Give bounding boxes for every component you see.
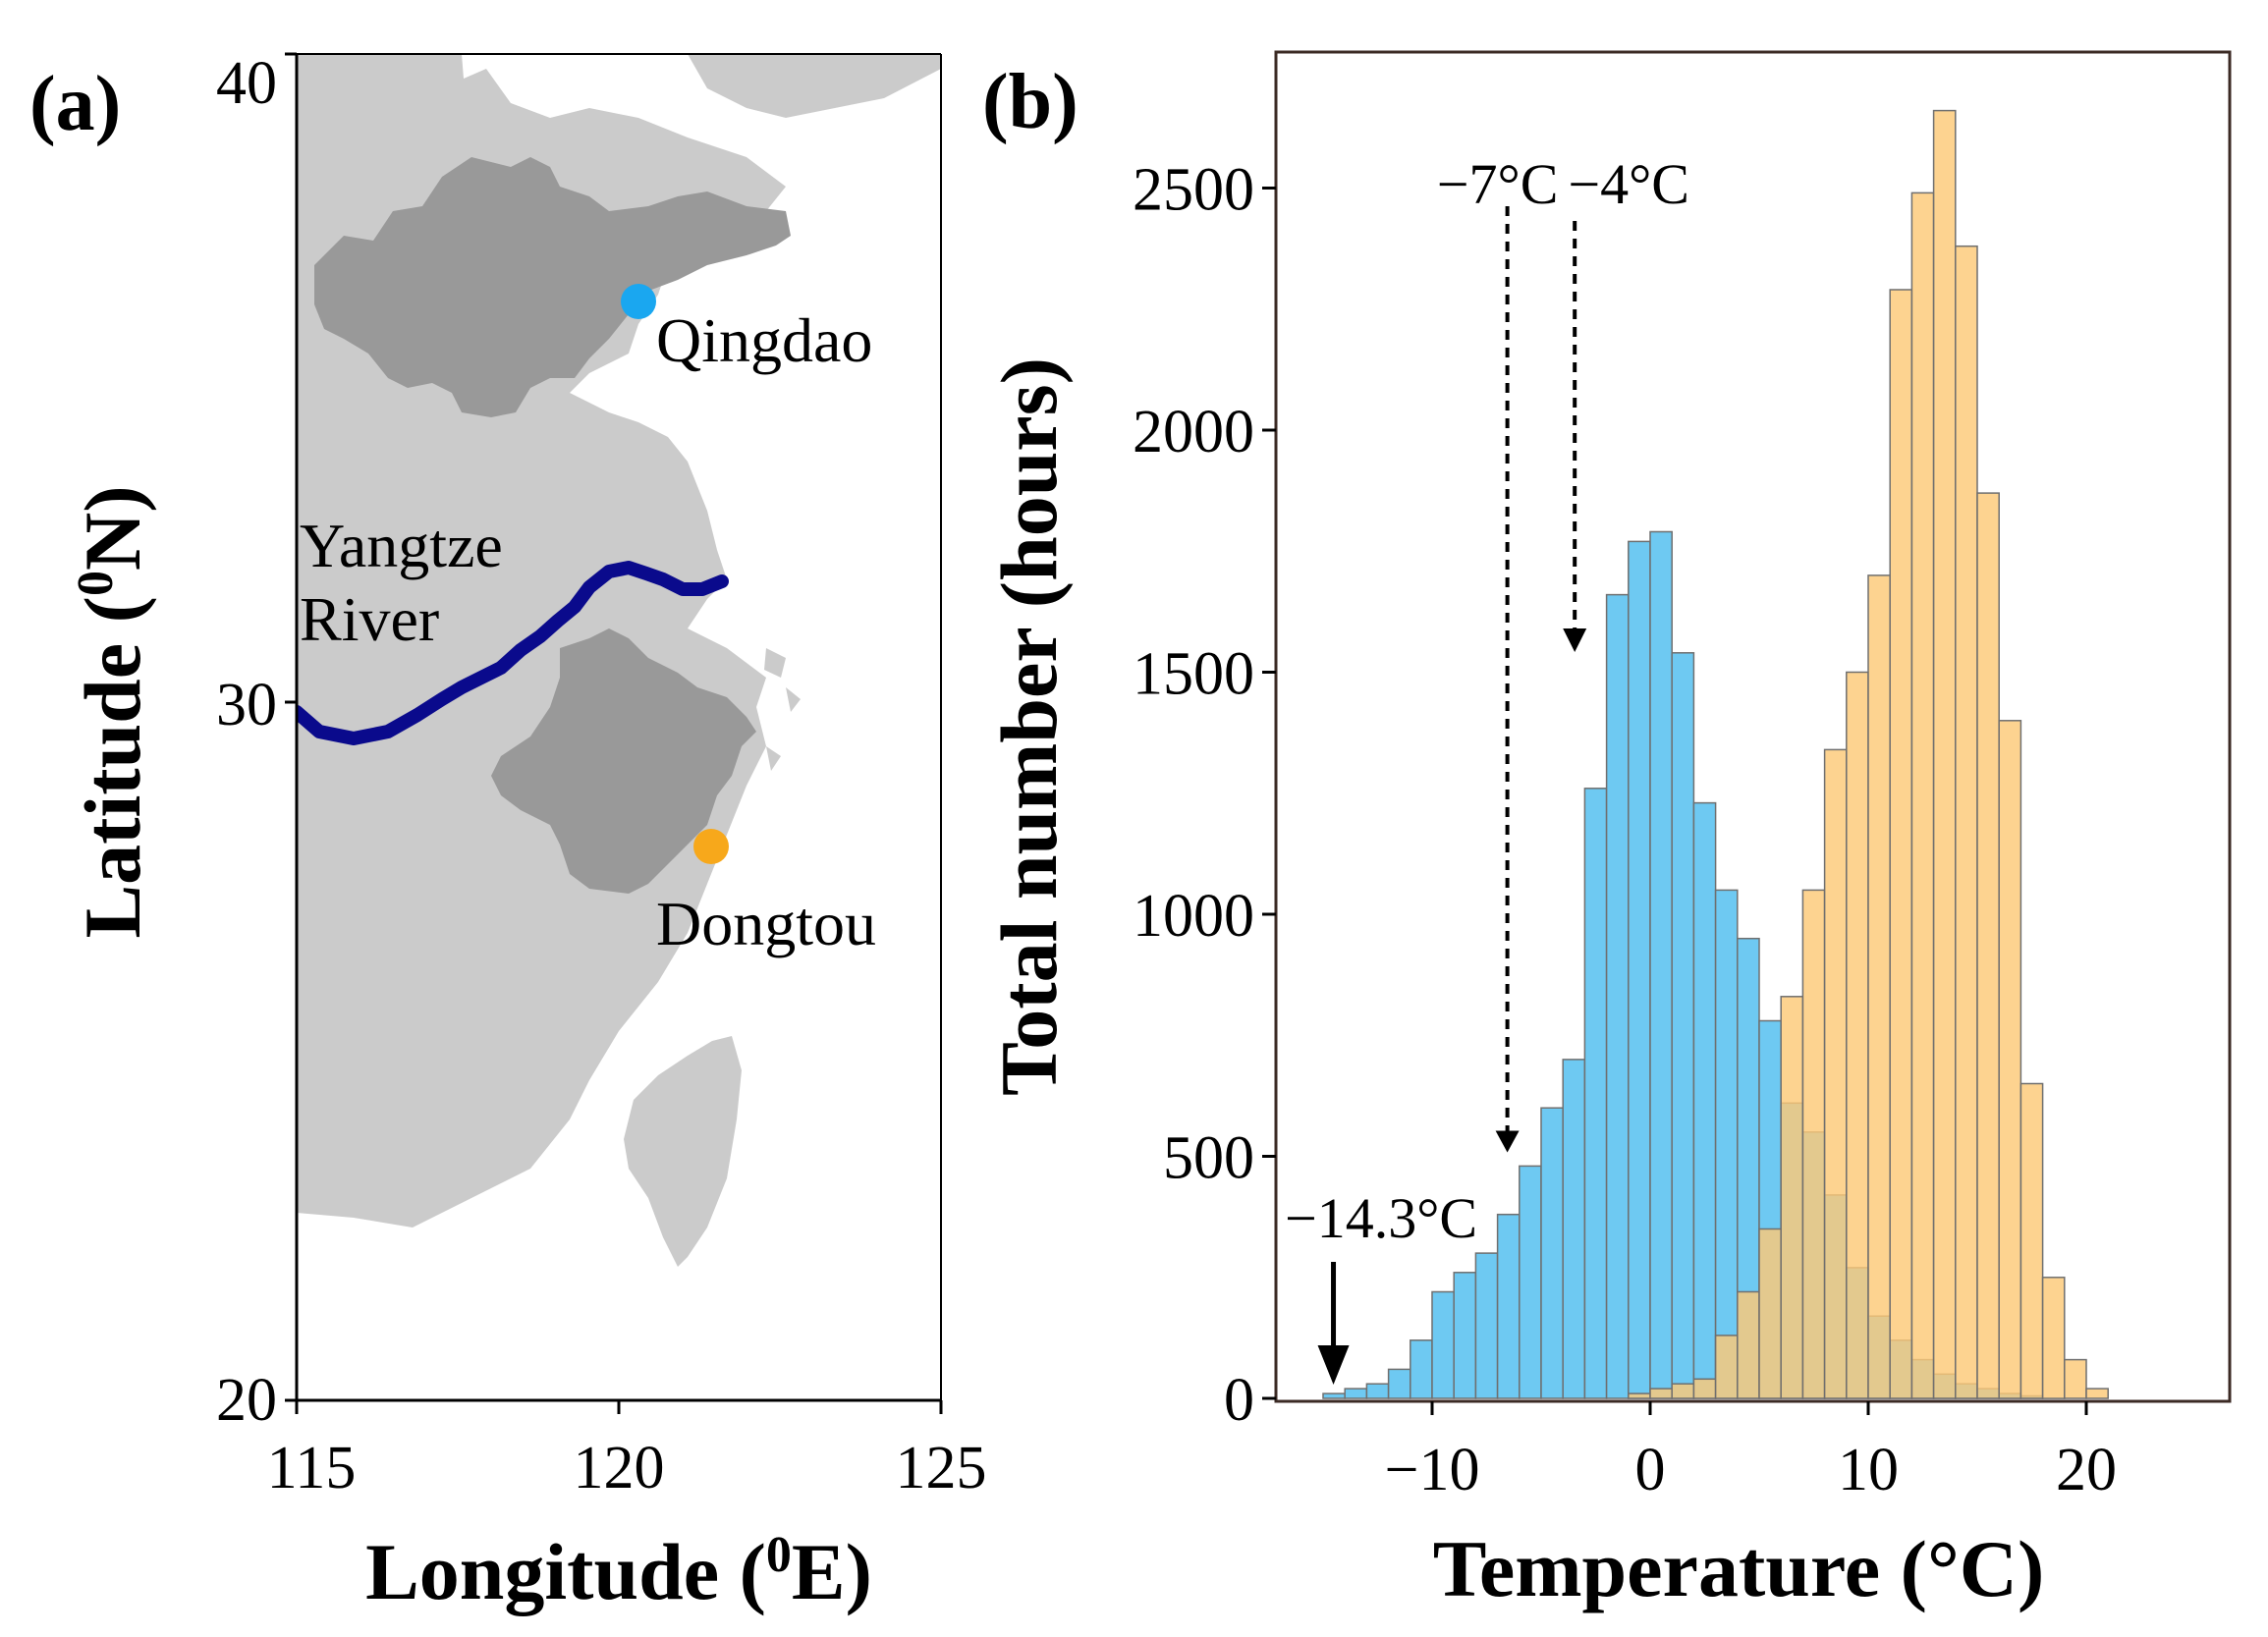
panel-b: (b) 0 500 1000 1500 2000 2500 −10 0 10 20 −7°C −4… — [982, 50, 2232, 1613]
dongtou-label: Dongtou — [656, 889, 876, 958]
panel-b-label: (b) — [982, 59, 1079, 145]
bar-cold — [1365, 1383, 1390, 1399]
ytick-label: 2000 — [1133, 399, 1254, 465]
map-area — [297, 54, 941, 1267]
bar-warm — [1671, 1383, 1695, 1399]
bar-warm — [1628, 1392, 1651, 1399]
bar-cold — [1431, 1290, 1455, 1399]
qingdao-marker — [621, 284, 656, 319]
bar-warm — [2041, 1277, 2066, 1399]
arrow-minus7-head — [1495, 1130, 1520, 1153]
xtick-label: 10 — [1838, 1437, 1899, 1503]
bar-warm — [1932, 109, 1957, 1399]
panel-a-label: (a) — [29, 61, 121, 147]
xtick-label: 115 — [267, 1435, 357, 1501]
yangtze-river — [297, 561, 729, 745]
ytick-label: 500 — [1163, 1125, 1254, 1192]
bar-warm — [1780, 996, 1804, 1399]
map-xticks: 115 120 125 — [267, 1400, 987, 1501]
xtick-label: −10 — [1385, 1437, 1480, 1503]
xtick-label: 120 — [574, 1435, 665, 1501]
qingdao-label: Qingdao — [656, 305, 872, 375]
bar-cold — [1649, 530, 1673, 1399]
bar-warm — [1758, 1228, 1782, 1399]
xtick-label: 0 — [1635, 1437, 1666, 1503]
bar-cold — [1671, 652, 1695, 1399]
northern-landmass — [688, 54, 941, 118]
hist-yticks: 0 500 1000 1500 2000 2500 — [1133, 157, 1276, 1434]
bar-cold — [1714, 889, 1739, 1399]
bar-cold — [1410, 1339, 1433, 1399]
series-warm-bars — [1628, 109, 2109, 1399]
bar-cold — [1474, 1252, 1499, 1399]
bar-warm — [1955, 245, 1978, 1399]
bar-cold — [1605, 593, 1630, 1399]
bar-warm — [1976, 492, 2000, 1399]
bar-warm — [1823, 748, 1848, 1399]
map-ylabel: Latitude (0N) — [68, 485, 158, 938]
bar-warm — [1737, 1290, 1760, 1399]
panel-a: (a) 40 — [29, 50, 987, 1616]
bar-warm — [1867, 574, 1891, 1399]
annotation-minus4: −4°C — [1568, 152, 1689, 216]
bar-warm — [1910, 191, 1935, 1399]
bar-warm — [2019, 1082, 2044, 1399]
bar-warm — [1801, 889, 1826, 1399]
bar-warm — [1692, 1378, 1717, 1399]
bar-warm — [1714, 1335, 1739, 1399]
coastal-islands — [764, 648, 801, 771]
annotations: −7°C −4°C −14.3°C — [1285, 152, 1689, 1385]
bar-cold — [1628, 540, 1651, 1399]
ytick-label: 2500 — [1133, 157, 1254, 224]
bar-cold — [1562, 1059, 1586, 1399]
annotation-minus7: −7°C — [1437, 152, 1559, 216]
zhejiang-province — [491, 628, 756, 894]
arrow-minus14-head — [1317, 1345, 1350, 1385]
bar-cold — [1540, 1107, 1564, 1399]
arrow-minus4-head — [1563, 628, 1587, 652]
bar-warm — [2085, 1388, 2109, 1399]
ytick-label: 1500 — [1133, 641, 1254, 708]
ytick-label: 0 — [1224, 1367, 1254, 1434]
map-yticks: 40 30 20 — [216, 50, 297, 1434]
bar-cold — [1387, 1368, 1411, 1399]
bar-warm — [1649, 1388, 1673, 1399]
ytick-label: 40 — [216, 50, 277, 117]
bar-cold — [1344, 1388, 1368, 1399]
bar-cold — [1322, 1392, 1346, 1399]
shandong-province — [314, 157, 791, 417]
xtick-label: 20 — [2056, 1437, 2117, 1503]
bar-warm — [1846, 671, 1869, 1399]
ytick-label: 30 — [216, 672, 277, 738]
annotation-minus14: −14.3°C — [1285, 1186, 1477, 1250]
river-label-line1: Yangtze — [300, 511, 503, 580]
bar-warm — [2064, 1358, 2087, 1399]
river-label-line2: River — [300, 584, 439, 654]
bar-warm — [1998, 720, 2022, 1399]
ytick-label: 20 — [216, 1367, 277, 1434]
bar-cold — [1453, 1272, 1477, 1399]
bar-cold — [1519, 1165, 1542, 1399]
plot-frame — [1274, 50, 2232, 1403]
taiwan — [624, 1036, 742, 1267]
bar-cold — [1583, 788, 1608, 1399]
hist-xlabel: Temperature (°C) — [1433, 1524, 2045, 1613]
map-xlabel: Longitude (0E) — [365, 1527, 872, 1617]
bar-warm — [1889, 289, 1913, 1399]
bar-cold — [1496, 1213, 1521, 1399]
hist-ylabel: Total number (hours) — [984, 357, 1074, 1096]
hist-xticks: −10 0 10 20 — [1385, 1401, 2117, 1503]
xtick-label: 125 — [896, 1435, 987, 1501]
ytick-label: 1000 — [1133, 883, 1254, 950]
dongtou-marker — [693, 829, 729, 864]
bar-cold — [1692, 801, 1717, 1399]
series-cold-bars — [1322, 530, 2044, 1399]
